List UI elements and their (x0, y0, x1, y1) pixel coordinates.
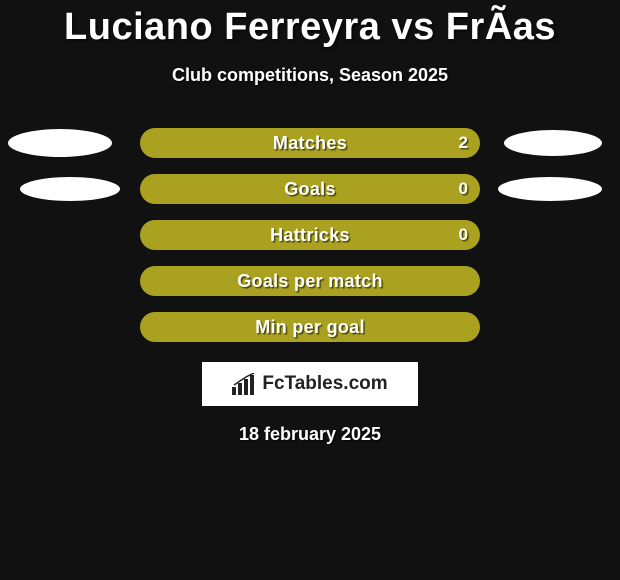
stat-row: Goals per match (0, 266, 620, 296)
fctables-bars-icon (232, 373, 258, 395)
stat-value: 0 (459, 179, 468, 199)
comparison-card: Luciano Ferreyra vs FrÃ­as Club competit… (0, 0, 620, 580)
stat-value: 0 (459, 225, 468, 245)
stat-bar-matches: Matches 2 (140, 128, 480, 158)
footer-date: 18 february 2025 (0, 424, 620, 445)
stat-row: Min per goal (0, 312, 620, 342)
logo-text: FcTables.com (262, 373, 387, 395)
stat-row: Matches 2 (0, 128, 620, 158)
stat-bar-hattricks: Hattricks 0 (140, 220, 480, 250)
stat-row: Hattricks 0 (0, 220, 620, 250)
right-player-marker (498, 177, 602, 201)
stat-label: Matches (273, 133, 347, 154)
logo-badge: FcTables.com (202, 362, 418, 406)
stat-row: Goals 0 (0, 174, 620, 204)
left-player-marker (8, 129, 112, 157)
stat-value: 2 (459, 133, 468, 153)
stat-label: Hattricks (270, 225, 350, 246)
page-subtitle: Club competitions, Season 2025 (0, 65, 620, 86)
left-player-marker (20, 177, 120, 201)
stat-rows: Matches 2 Goals 0 Hattricks 0 Goals per … (0, 128, 620, 342)
stat-bar-min-per-goal: Min per goal (140, 312, 480, 342)
right-player-marker (504, 130, 602, 156)
stat-label: Goals (284, 179, 336, 200)
page-title: Luciano Ferreyra vs FrÃ­as (0, 0, 620, 49)
stat-bar-goals: Goals 0 (140, 174, 480, 204)
stat-label: Min per goal (255, 317, 365, 338)
stat-label: Goals per match (237, 271, 383, 292)
stat-bar-goals-per-match: Goals per match (140, 266, 480, 296)
